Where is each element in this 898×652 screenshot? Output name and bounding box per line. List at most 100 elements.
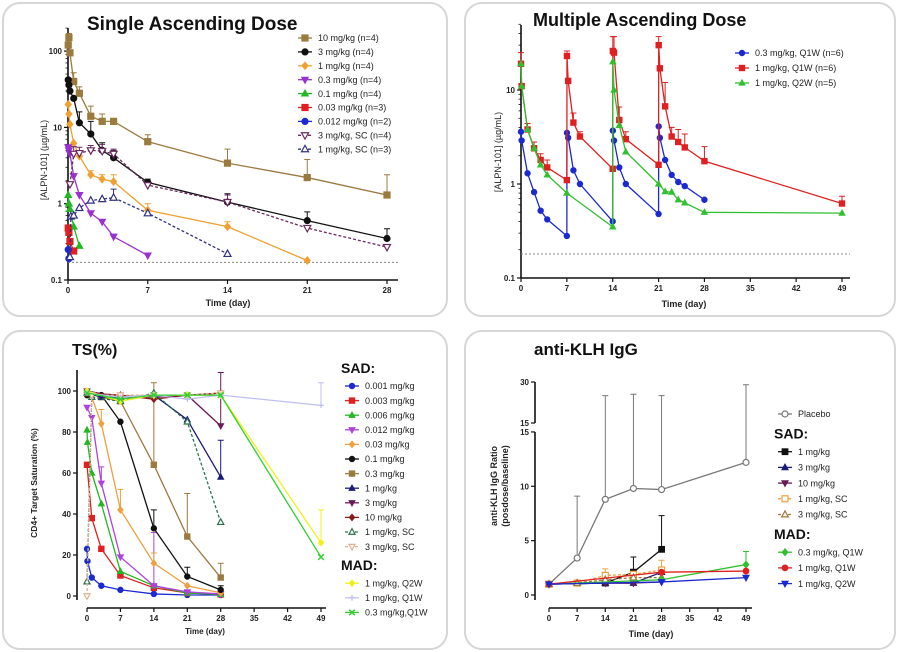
data-point [383, 234, 391, 243]
data-point [609, 57, 617, 65]
data-point [74, 202, 84, 212]
data-point [83, 438, 92, 445]
legend-marker [301, 34, 309, 42]
data-point [150, 391, 158, 399]
data-point [222, 248, 233, 258]
data-point [143, 208, 153, 217]
data-point [183, 581, 191, 590]
x-tick-label: 28 [383, 286, 392, 295]
y-axis-label: CD4+ Target Saturation (%) [29, 428, 39, 538]
data-point [544, 216, 551, 223]
legend-label: 0.3 mg/kg,Q1W [365, 608, 428, 618]
data-point [658, 545, 665, 553]
data-point [610, 49, 618, 56]
x-tick-label: 28 [216, 614, 225, 623]
data-point [87, 112, 95, 120]
legend-item: 1 mg/kg, SC (n=3) [298, 144, 391, 154]
legend-marker [738, 49, 746, 57]
x-tick-label: 0 [519, 284, 524, 293]
data-point [183, 391, 191, 399]
data-point [86, 147, 96, 156]
legend-item: 10 mg/kg (n=4) [298, 33, 379, 43]
data-point [98, 545, 105, 553]
y-axis-label: (posdose/baseline) [500, 445, 510, 527]
data-point [615, 121, 624, 129]
legend-label: 1 mg/kg, Q1W [798, 563, 856, 573]
legend-marker [300, 88, 310, 97]
data-point [610, 85, 618, 93]
legend-item: 1 mg/kg, Q1W [778, 563, 856, 573]
legend-marker [348, 513, 356, 522]
data-point [88, 574, 95, 581]
legend-marker [349, 595, 355, 601]
legend-marker [780, 509, 790, 518]
series-3-mg-kg-sc-n-4- [65, 143, 392, 253]
data-point [303, 173, 311, 182]
error-bar [743, 384, 749, 463]
data-point [564, 134, 572, 142]
data-point [217, 574, 224, 581]
x-axis-label: Time (day) [185, 627, 225, 636]
legend-label: 1 mg/kg, SC [798, 494, 848, 504]
data-point [83, 404, 91, 412]
legend-label: 10 mg/kg [365, 513, 402, 523]
legend-marker [781, 580, 789, 589]
data-point [838, 200, 846, 207]
data-point [563, 176, 571, 184]
legend-header: MAD: [774, 526, 811, 542]
data-point [517, 128, 525, 135]
data-point [655, 210, 662, 218]
legend-item: 0.3 mg/kg, Q1W [778, 547, 864, 557]
y-tick-label: 1 [58, 200, 63, 209]
series-0-1-mg-kg-n-4- [64, 190, 84, 249]
legend-label: 0.001 mg/kg [365, 381, 415, 391]
y-tick-label: 0.1 [51, 276, 63, 285]
data-point [656, 134, 664, 142]
x-tick-label: 14 [223, 286, 232, 295]
y-tick-label: 5 [525, 537, 530, 546]
legend-item: 1 mg/kg, Q1W [345, 593, 423, 603]
data-point [216, 472, 225, 480]
data-point [117, 586, 124, 594]
error-bar [574, 495, 581, 559]
y-tick-label: 30 [520, 378, 529, 387]
legend-item: 0.006 mg/kg [345, 410, 415, 420]
data-point [302, 224, 312, 234]
legend-marker [781, 410, 789, 418]
data-point [66, 87, 74, 95]
legend-item: 0.03 mg/kg [345, 440, 410, 450]
legend-marker [781, 480, 789, 488]
series-1-mg-kg-n-4- [64, 99, 311, 265]
series-line [67, 104, 308, 262]
data-point [69, 150, 79, 159]
data-point [116, 554, 125, 562]
series-0-3-mg-kg-q1w [83, 389, 325, 561]
y-tick-label: 20 [62, 551, 71, 560]
data-point [217, 586, 224, 594]
series-1-mg-kg-q1w-n-6- [517, 36, 846, 207]
data-point [69, 173, 78, 181]
data-point [317, 553, 325, 561]
data-point [537, 207, 544, 214]
error-bar [184, 493, 191, 537]
legend-item: 3 mg/kg, SC [778, 509, 848, 520]
x-tick-label: 7 [575, 614, 580, 623]
legend-label: 0.03 mg/kg (n=3) [318, 103, 386, 113]
legend-label: 0.1 mg/kg [365, 454, 405, 464]
legend-label: Placebo [798, 409, 831, 419]
legend-item: 10 mg/kg [345, 513, 402, 523]
series-1-mg-kg-q2w [545, 574, 750, 589]
x-axis-label: Time (day) [206, 298, 251, 308]
data-point [629, 572, 638, 581]
data-point [65, 34, 73, 42]
chart-2: 0 7 14 21 28 35 42 49 0 20 40 60 80 100 Time (day) CD4+… [29, 360, 428, 636]
series-1-mg-kg-q2w-n-5- [517, 57, 846, 230]
legend-marker [348, 579, 356, 588]
legend-marker [301, 48, 309, 56]
data-point [64, 99, 72, 109]
legend-label: 1 mg/kg, Q2W [798, 579, 856, 589]
legend-label: 3 mg/kg [798, 463, 830, 473]
data-point [64, 199, 74, 207]
